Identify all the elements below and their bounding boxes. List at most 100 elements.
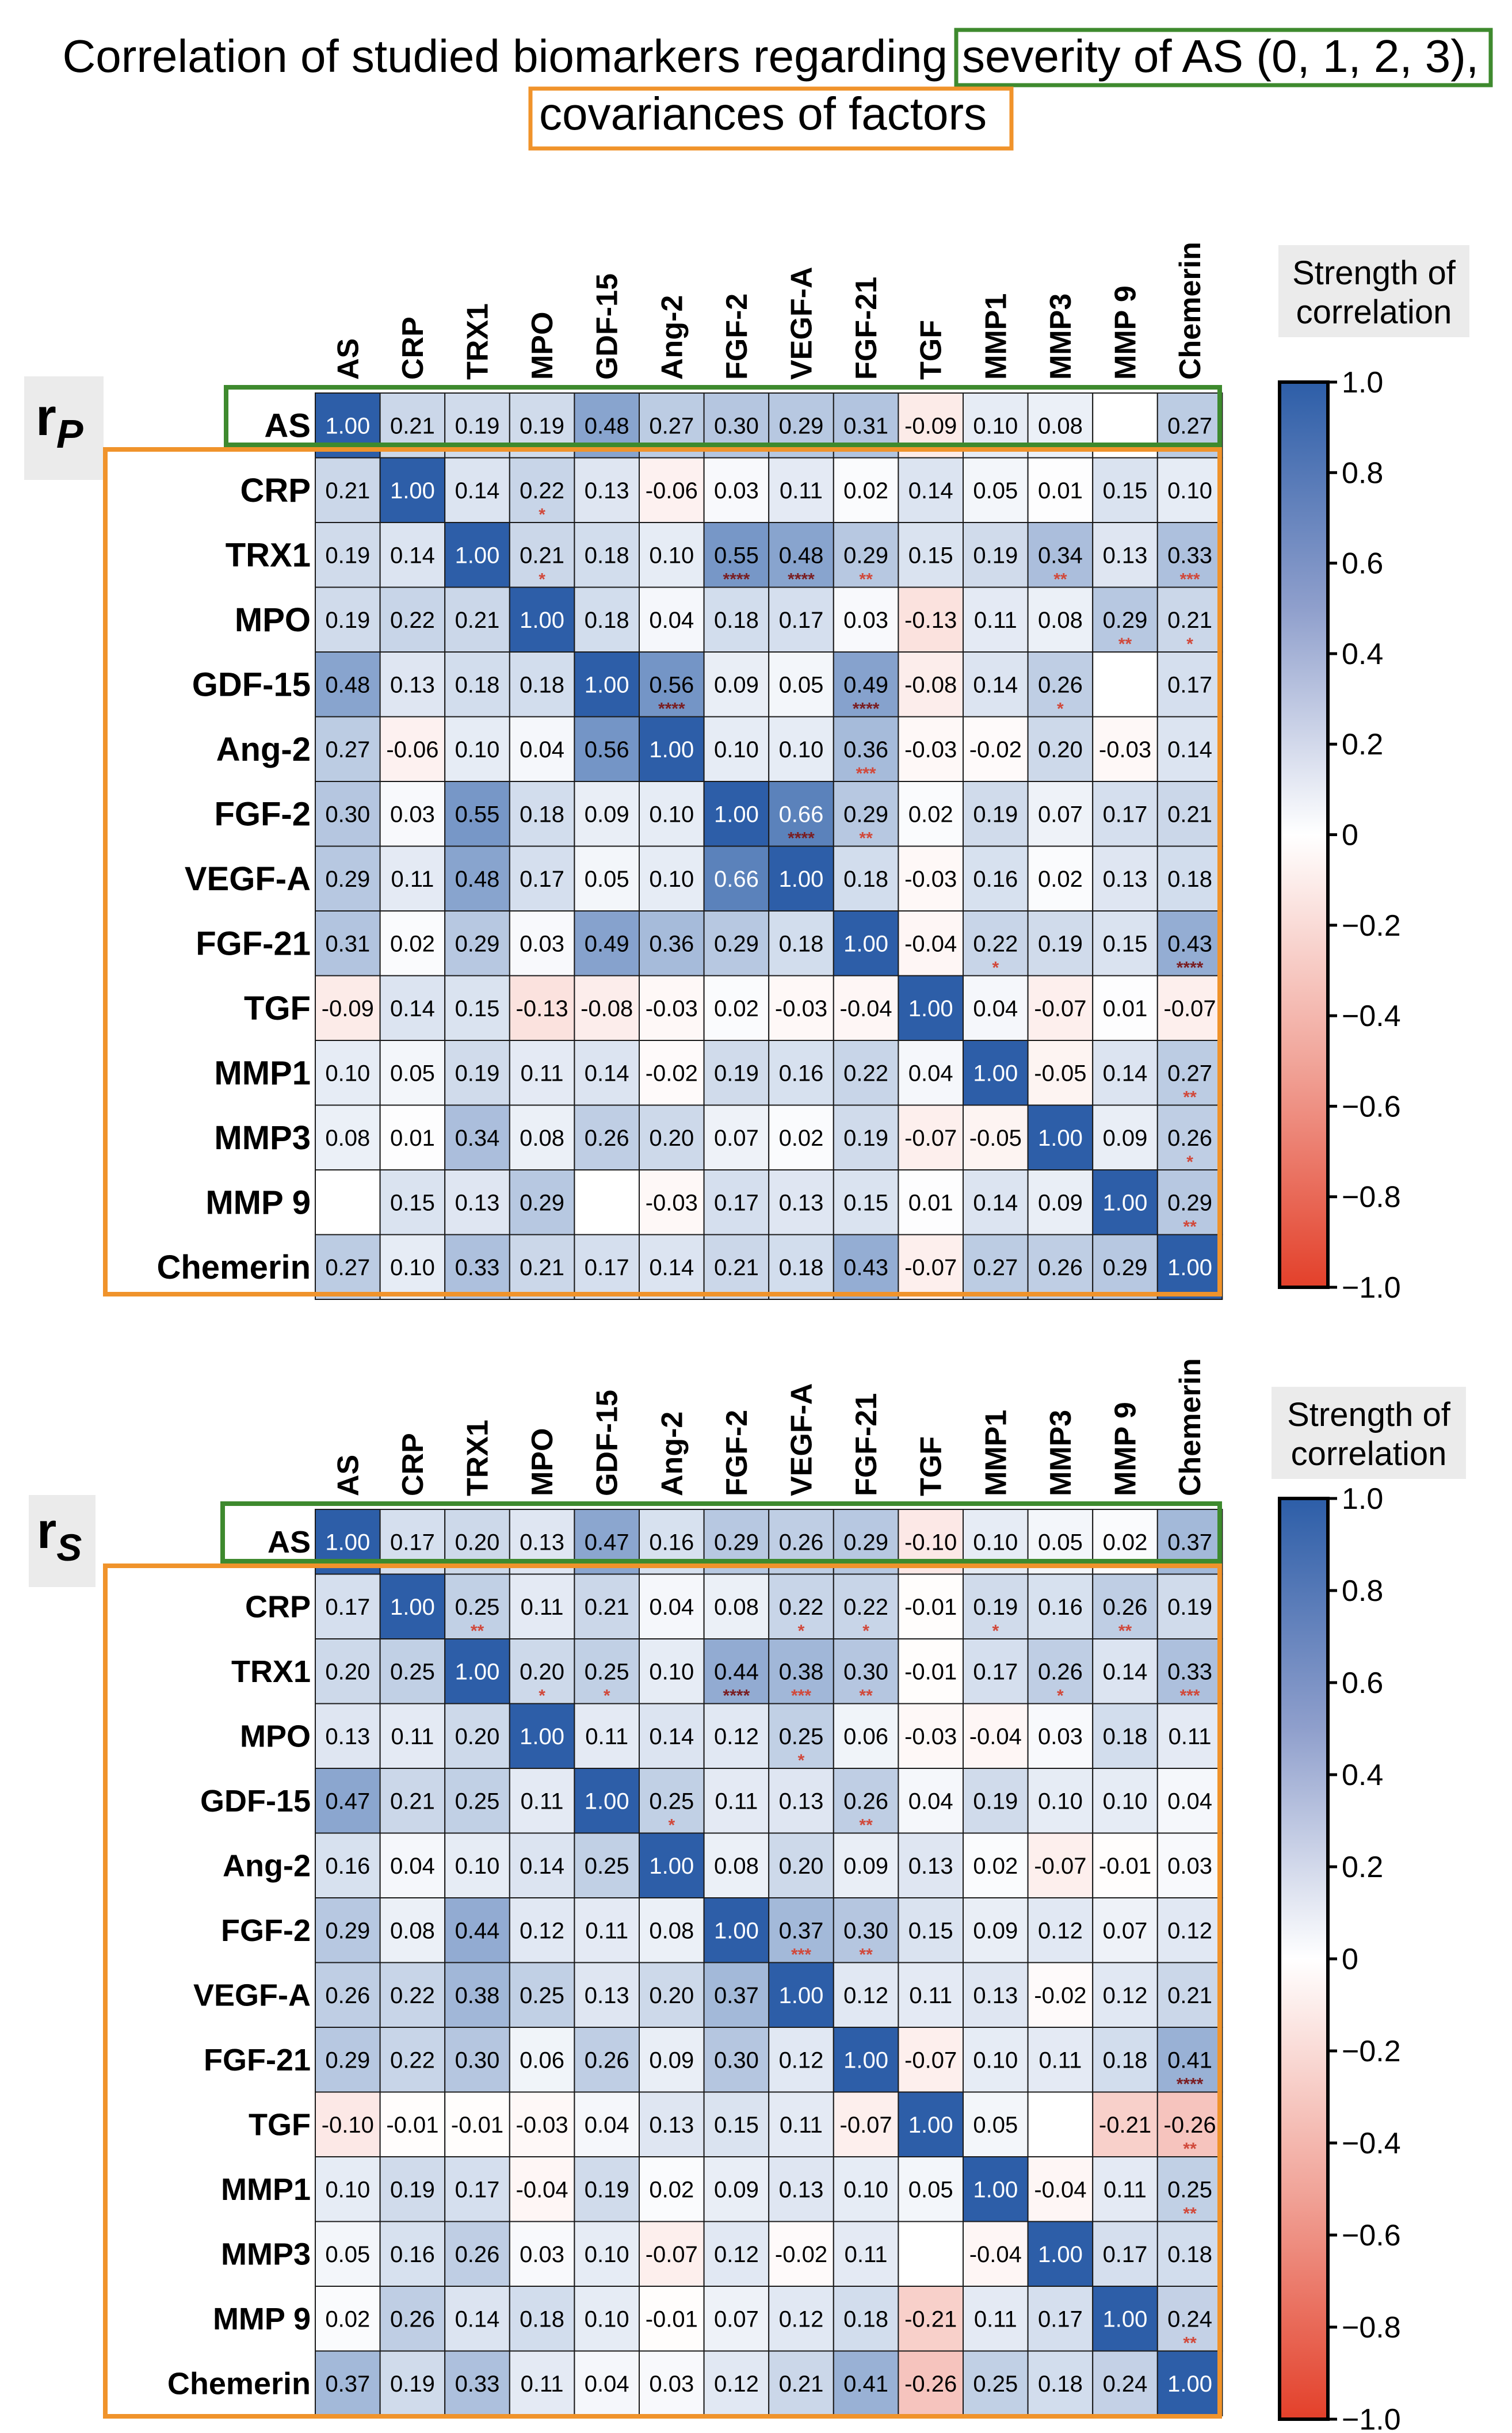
col-label-crp: CRP (396, 1433, 430, 1496)
cell-value: 1.00 (779, 867, 824, 892)
cell-value: 0.31 (843, 413, 888, 438)
cell-value: 0.29 (455, 931, 500, 956)
cell-value: 0.38 (779, 1659, 824, 1684)
cell-value: 0.20 (649, 1983, 694, 2008)
cell-value: 0.41 (843, 2371, 888, 2397)
cell-value: 0.48 (325, 672, 370, 697)
heatmap-cell (768, 1962, 834, 2028)
row-label-ang-2: Ang-2 (216, 731, 311, 768)
cell-value: -0.02 (646, 1061, 698, 1086)
heatmap-cell (898, 2156, 964, 2222)
cell-value: 0.04 (908, 1061, 953, 1086)
cell-value: 0.16 (325, 1854, 370, 1879)
heatmap-cell (898, 910, 964, 977)
cell-value: 0.11 (521, 1788, 564, 1814)
heatmap-cell (1156, 1234, 1223, 1300)
cell-value: 1.00 (843, 931, 888, 956)
col-label-tgf: TGF (915, 320, 948, 380)
heatmap-cell (444, 2027, 510, 2093)
cell-value: 0.02 (973, 1854, 1018, 1879)
heatmap-cell (768, 975, 834, 1041)
cell-value: 0.29 (843, 802, 888, 827)
cell-value: 0.10 (1038, 1788, 1083, 1814)
cell-value: -0.03 (1099, 737, 1151, 762)
heatmap-cell (444, 1104, 510, 1170)
cell-value: 0.19 (390, 2371, 435, 2397)
cell-value: 0.19 (973, 1595, 1018, 1620)
significance-stars: ** (1183, 1088, 1197, 1107)
cell-value: 0.03 (520, 931, 564, 956)
heatmap-cell (703, 2156, 770, 2222)
heatmap-cell (703, 586, 770, 653)
col-label-fgf-2: FGF-2 (720, 1410, 754, 1496)
cell-value: 0.17 (779, 608, 824, 633)
heatmap-cell (379, 586, 446, 653)
heatmap-cell (1156, 651, 1223, 718)
heatmap-cell (315, 845, 381, 912)
cell-value: 0.02 (649, 2177, 694, 2202)
cell-value: 0.11 (521, 2371, 564, 2397)
cell-value: 0.14 (390, 996, 435, 1021)
heatmap-cell (963, 522, 1029, 588)
cell-value: 0.15 (843, 1190, 888, 1215)
heatmap-cell (703, 2091, 770, 2157)
cell-value: 0.03 (649, 2371, 694, 2397)
cell-value: 1.00 (843, 2047, 888, 2073)
significance-stars: * (1186, 1153, 1193, 1172)
cell-value: 0.25 (649, 1788, 694, 1814)
cell-value: 0.29 (714, 1530, 759, 1555)
heatmap-cell (898, 1703, 964, 1769)
cell-value: 0.13 (455, 1190, 500, 1215)
heatmap-cell (509, 1104, 575, 1170)
cell-value: 0.11 (780, 478, 823, 504)
cell-value: 0.04 (585, 2112, 629, 2138)
cell-value: 0.10 (585, 2306, 629, 2332)
heatmap-cell (639, 1897, 705, 1963)
spearman-label: rS (37, 1502, 82, 1569)
cell-value: 0.30 (325, 802, 370, 827)
heatmap-cell (509, 1897, 575, 1963)
significance-stars: ** (1118, 1622, 1132, 1641)
heatmap-cell (833, 781, 899, 847)
heatmap-cell (833, 1234, 899, 1300)
cell-value: 0.22 (843, 1595, 888, 1620)
heatmap-cell (833, 1638, 899, 1704)
cell-value: 0.01 (908, 1190, 953, 1215)
col-label-crp: CRP (396, 316, 430, 380)
heatmap-cell (833, 1040, 899, 1106)
cell-value: 0.15 (390, 1190, 435, 1215)
cell-value: 0.05 (390, 1061, 435, 1086)
cell-value: 0.22 (779, 1595, 824, 1620)
cell-value: 1.00 (1038, 1126, 1083, 1151)
heatmap-cell (315, 1573, 381, 1639)
cell-value: 0.19 (843, 1126, 888, 1151)
cell-value: 0.27 (325, 737, 370, 762)
pearson-label-bg (24, 376, 104, 480)
significance-stars: * (1057, 1687, 1064, 1706)
heatmap-cell (1027, 2350, 1094, 2416)
heatmap-cell (315, 457, 381, 523)
row-label-tgf: TGF (244, 990, 311, 1027)
cell-value: 0.08 (390, 1918, 435, 1943)
cell-value: 0.48 (455, 867, 500, 892)
cell-value: -0.02 (969, 737, 1022, 762)
spearman-col-headers: AS CRP TRX1 MPO GDF-15 Ang-2 FGF-2 VEGF-A FGF-21… (331, 1358, 1207, 1496)
cell-value: 0.10 (973, 1530, 1018, 1555)
row-label-vegf-a: VEGF-A (193, 1978, 311, 2013)
cell-value: 0.17 (325, 1595, 370, 1620)
cell-value: 0.19 (325, 608, 370, 633)
cell-value: 0.20 (649, 1126, 694, 1151)
colorbar-tick-label: 0.6 (1342, 547, 1383, 581)
heatmap-cell (833, 845, 899, 912)
cell-value: 0.21 (1167, 802, 1212, 827)
heatmap-cell (574, 2350, 640, 2416)
heatmap-cell (509, 910, 575, 977)
heatmap-cell (1156, 1703, 1223, 1769)
cell-value: -0.08 (904, 672, 957, 697)
cell-value: -0.09 (322, 996, 374, 1021)
cell-value: 0.02 (1103, 1530, 1148, 1555)
cell-value: 0.11 (909, 1983, 952, 2008)
cell-value: 0.17 (714, 1190, 759, 1215)
heatmap-cell (315, 2221, 381, 2287)
heatmap-cell (768, 457, 834, 523)
